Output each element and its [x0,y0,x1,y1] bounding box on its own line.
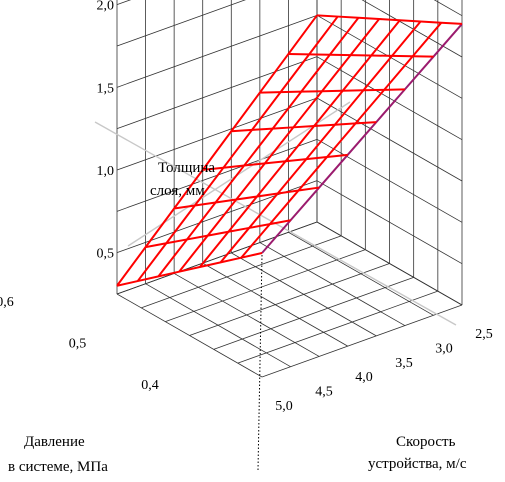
y-tick-label: 5,0 [275,399,293,414]
drop-line [257,254,263,471]
z-tick-label: 0,5 [97,247,115,262]
wall-grid-line [433,0,463,17]
floor-grid-line [288,231,434,316]
surface-line [261,23,463,254]
wall-grid-line [116,56,318,130]
wall-grid-line [116,221,318,295]
surface-mesh [116,14,463,287]
surface-line [178,18,380,273]
floor-grid-line [189,263,390,336]
surface-line [259,88,405,94]
wall-grid-line [316,56,463,141]
surface-line [231,121,377,133]
wall-grid-line [116,14,318,88]
wall-grid-line [316,138,463,223]
wall-grid-line [316,180,463,265]
floor-grid-line [116,293,263,378]
chart-grid [94,0,463,471]
floor-grid-line [259,242,406,326]
surface-line [219,20,422,263]
floor-grid-line [202,262,348,347]
wall-grid-line [316,97,463,182]
wall-grid-line [116,0,132,6]
floor-grid-line [231,252,377,337]
y-tick-label: 4,0 [355,370,373,385]
wall-grid-line [116,0,246,47]
surface-line [157,17,360,277]
surface-line [136,15,339,282]
y-tick-label: 2,5 [475,327,493,342]
x-tick-label: 0,4 [141,378,159,393]
tick-labels: 0,5 1,0 1,5 2,0 0,4 0,5 0,6 2,5 3,0 3,5 4,0 4,5 5,0 [0,0,493,414]
surface-line [288,52,434,58]
floor-grid-line [261,304,463,378]
surface-line [316,14,463,25]
wall-grid-line [316,221,463,306]
z-tick-label: 1,5 [97,81,115,96]
surface-line [116,14,318,287]
y-tick-label: 3,5 [395,356,413,371]
x-tick-label: 0,6 [0,295,14,310]
x-axis-label-line-2: в системе, МПа [8,459,108,475]
floor-grid-line [213,276,414,350]
surface-line [145,219,291,249]
y-tick-label: 4,5 [315,385,333,400]
y-axis-label-line-2: устройства, м/с [368,456,467,472]
z-axis-label-line-1: Толщина [158,160,215,176]
floor-grid-line [145,283,291,368]
y-axis-label-line-1: Скорость [396,434,456,450]
surface-line [240,22,443,259]
surface-line [116,252,263,287]
y-tick-label: 3,0 [435,341,453,356]
z-tick-label: 1,0 [97,164,115,179]
x-axis-label-line-1: Давление [24,434,85,450]
surface-line [199,19,401,268]
floor-grid-line [173,273,320,357]
surface-line [174,186,320,210]
wall-grid-line [361,0,463,58]
z-tick-label: 2,0 [97,0,115,14]
floor-grid-line [237,290,438,364]
floor-grid-line [165,249,366,323]
floor-grid-line [141,235,342,309]
surface-line [202,153,348,171]
wall-grid-line [116,97,318,171]
x-tick-label: 0,5 [69,337,87,352]
z-axis-label-line-2: слоя, мм [150,183,205,199]
